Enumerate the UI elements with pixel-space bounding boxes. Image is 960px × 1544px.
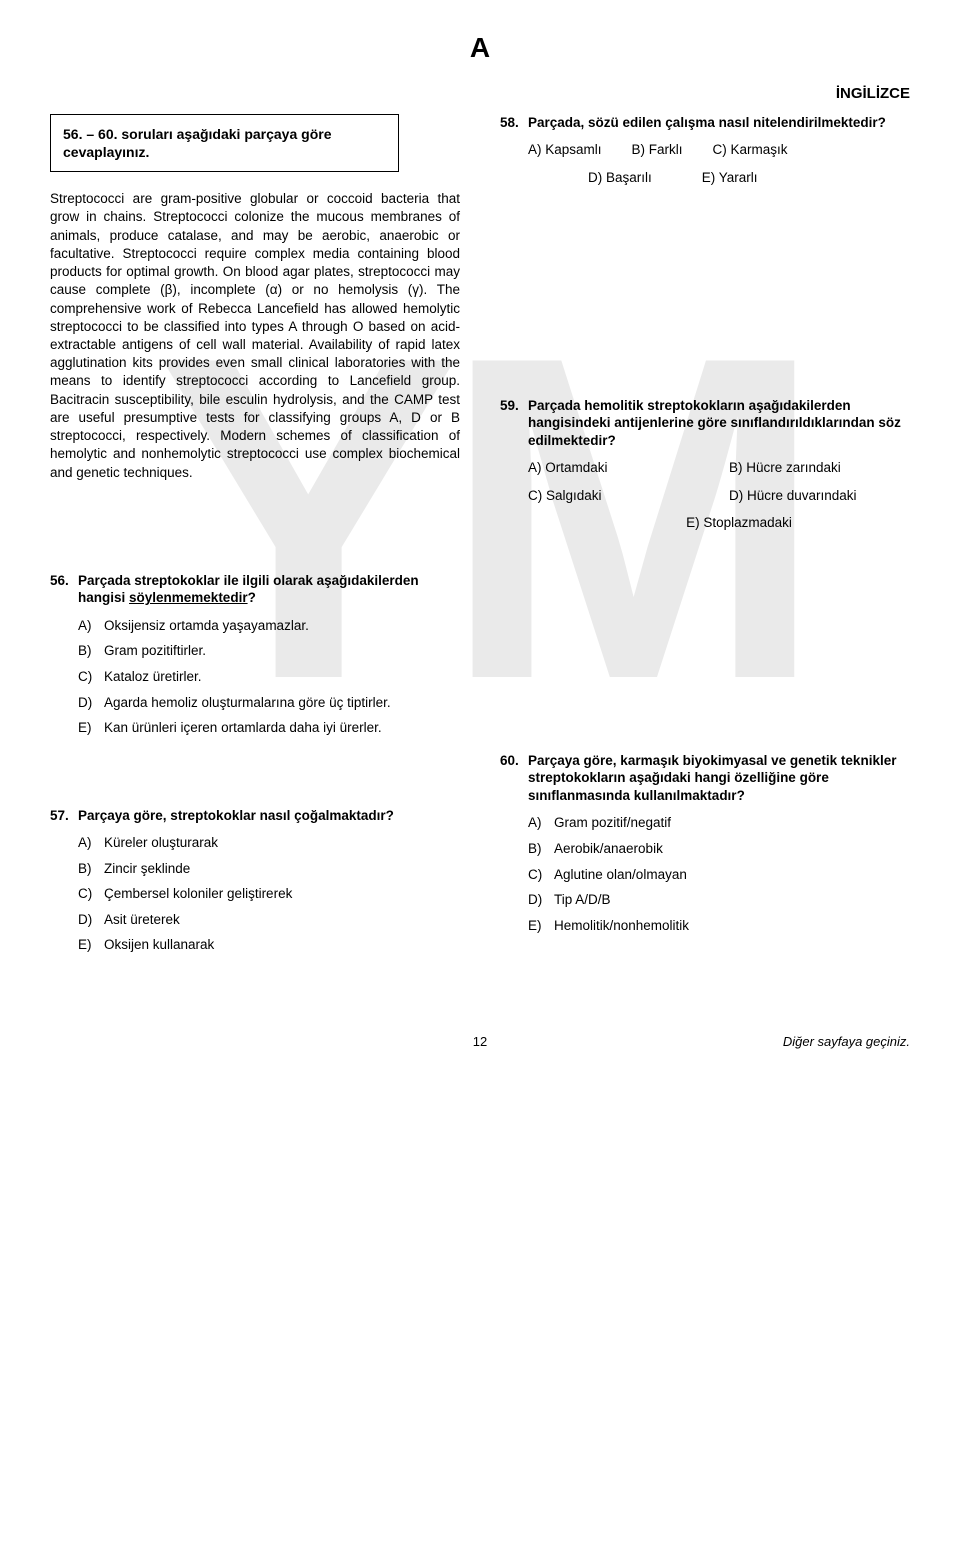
instruction-box: 56. – 60. soruları aşağıdaki parçaya gör… <box>50 114 399 172</box>
q57-option-c[interactable]: C)Çembersel koloniler geliştirerek <box>78 885 460 903</box>
q56-opt-c-text: Kataloz üretirler. <box>104 668 202 686</box>
q60-opt-b-text: Aerobik/anaerobik <box>554 840 663 858</box>
booklet-letter: A <box>50 30 910 66</box>
question-56: 56. Parçada streptokoklar ile ilgili ola… <box>50 572 460 737</box>
page-number: 12 <box>337 1034 624 1051</box>
q58-option-d[interactable]: D) Başarılı <box>588 169 652 187</box>
q57-option-e[interactable]: E)Oksijen kullanarak <box>78 936 460 954</box>
q56-option-d[interactable]: D)Agarda hemoliz oluşturmalarına göre üç… <box>78 694 460 712</box>
q60-option-c[interactable]: C)Aglutine olan/olmayan <box>528 866 910 884</box>
q60-option-d[interactable]: D)Tip A/D/B <box>528 891 910 909</box>
q56-option-c[interactable]: C)Kataloz üretirler. <box>78 668 460 686</box>
q59-number: 59. <box>500 397 528 450</box>
q56-number: 56. <box>50 572 78 607</box>
q60-stem: Parçaya göre, karmaşık biyokimyasal ve g… <box>528 752 910 805</box>
q56-stem-underline: söylenmemektedir <box>129 590 248 605</box>
passage-text: Streptococci are gram-positive globular … <box>50 190 460 482</box>
question-57: 57. Parçaya göre, streptokoklar nasıl ço… <box>50 807 460 954</box>
q58-number: 58. <box>500 114 528 132</box>
page-footer: 12 Diğer sayfaya geçiniz. <box>50 1034 910 1051</box>
q60-option-e[interactable]: E)Hemolitik/nonhemolitik <box>528 917 910 935</box>
q56-opt-d-text: Agarda hemoliz oluşturmalarına göre üç t… <box>104 694 391 712</box>
q56-option-e[interactable]: E)Kan ürünleri içeren ortamlarda daha iy… <box>78 719 460 737</box>
q58-option-e[interactable]: E) Yararlı <box>702 169 758 187</box>
q56-opt-a-text: Oksijensiz ortamda yaşayamazlar. <box>104 617 309 635</box>
q57-number: 57. <box>50 807 78 825</box>
q58-stem: Parçada, sözü edilen çalışma nasıl nitel… <box>528 114 910 132</box>
left-column: 56. – 60. soruları aşağıdaki parçaya gör… <box>50 114 460 984</box>
q57-opt-c-text: Çembersel koloniler geliştirerek <box>104 885 292 903</box>
q59-option-c[interactable]: C) Salgıdaki <box>528 487 709 505</box>
q57-option-a[interactable]: A)Küreler oluşturarak <box>78 834 460 852</box>
q60-opt-d-text: Tip A/D/B <box>554 891 611 909</box>
q60-opt-c-text: Aglutine olan/olmayan <box>554 866 687 884</box>
q57-opt-d-text: Asit üreterek <box>104 911 180 929</box>
right-column: 58. Parçada, sözü edilen çalışma nasıl n… <box>500 114 910 984</box>
q56-opt-e-text: Kan ürünleri içeren ortamlarda daha iyi … <box>104 719 382 737</box>
q57-opt-a-text: Küreler oluşturarak <box>104 834 218 852</box>
q60-opt-e-text: Hemolitik/nonhemolitik <box>554 917 689 935</box>
q60-option-a[interactable]: A)Gram pozitif/negatif <box>528 814 910 832</box>
q56-stem: Parçada streptokoklar ile ilgili olarak … <box>78 572 460 607</box>
q56-option-a[interactable]: A)Oksijensiz ortamda yaşayamazlar. <box>78 617 460 635</box>
q57-opt-b-text: Zincir şeklinde <box>104 860 190 878</box>
q59-stem: Parçada hemolitik streptokokların aşağıd… <box>528 397 910 450</box>
question-60: 60. Parçaya göre, karmaşık biyokimyasal … <box>500 752 910 934</box>
question-59: 59. Parçada hemolitik streptokokların aş… <box>500 397 910 532</box>
q57-stem: Parçaya göre, streptokoklar nasıl çoğalm… <box>78 807 460 825</box>
q60-opt-a-text: Gram pozitif/negatif <box>554 814 671 832</box>
q57-option-b[interactable]: B)Zincir şeklinde <box>78 860 460 878</box>
q58-option-b[interactable]: B) Farklı <box>632 141 683 159</box>
q60-number: 60. <box>500 752 528 805</box>
q59-option-d[interactable]: D) Hücre duvarındaki <box>729 487 910 505</box>
q57-option-d[interactable]: D)Asit üreterek <box>78 911 460 929</box>
q56-opt-b-text: Gram pozitiftirler. <box>104 642 206 660</box>
subject-header: İNGİLİZCE <box>50 84 910 104</box>
q57-opt-e-text: Oksijen kullanarak <box>104 936 214 954</box>
q59-option-b[interactable]: B) Hücre zarındaki <box>729 459 910 477</box>
q59-option-e[interactable]: E) Stoplazmadaki <box>528 514 910 532</box>
question-58: 58. Parçada, sözü edilen çalışma nasıl n… <box>500 114 910 187</box>
q59-option-a[interactable]: A) Ortamdaki <box>528 459 709 477</box>
q58-option-c[interactable]: C) Karmaşık <box>713 141 788 159</box>
q58-option-a[interactable]: A) Kapsamlı <box>528 141 602 159</box>
next-page-hint: Diğer sayfaya geçiniz. <box>623 1034 910 1051</box>
q56-option-b[interactable]: B)Gram pozitiftirler. <box>78 642 460 660</box>
q60-option-b[interactable]: B)Aerobik/anaerobik <box>528 840 910 858</box>
q56-stem-post: ? <box>248 590 256 605</box>
